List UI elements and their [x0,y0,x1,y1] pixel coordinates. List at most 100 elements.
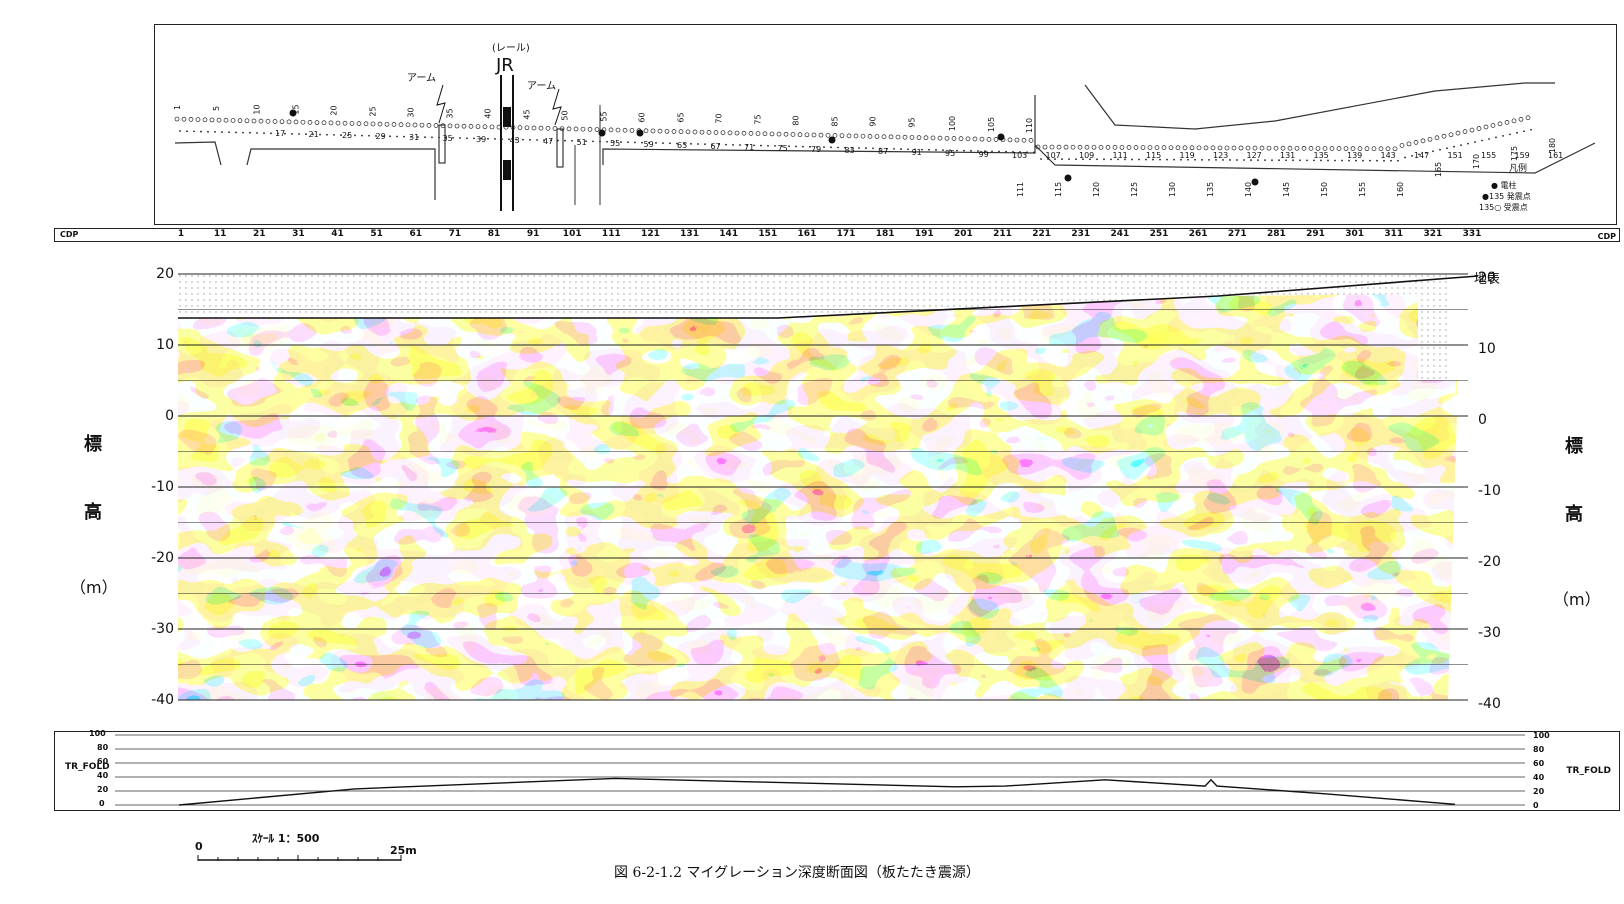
map-station-number: 95 [945,149,956,159]
axis-title-right-2: 高 [1565,504,1583,525]
map-station-number: 150 [1320,181,1330,198]
scale-end: 25m [390,844,417,857]
ground-surface-line [178,275,1479,319]
elevation-label-right: -20 [1478,554,1501,570]
map-station-number: 107 [1045,151,1061,160]
map-station-number: 35 [442,134,453,144]
map-station-number: 115 [1054,181,1064,198]
elevation-label-left: 0 [165,408,174,424]
map-station-number: 59 [643,140,654,150]
map-station-number: 131 [1280,151,1296,160]
cdp-tick-label: 301 [1345,229,1365,239]
map-station-number: 40 [483,108,493,119]
fold-tick-label-left: 80 [97,743,109,752]
fold-label-right: TR_FOLD [1566,766,1611,776]
elevation-label-left: 10 [156,337,174,353]
map-station-number: 5 [211,105,221,111]
scale-label: ｽｹｰﾙ 1：500 [252,832,320,845]
map-station-number: 25 [368,106,378,117]
map-station-number: 115 [1146,151,1162,160]
cdp-tick-label: 21 [252,229,266,239]
cdp-tick-label: 321 [1423,229,1443,239]
map-station-number: 165 [1434,161,1444,178]
axis-title-right-3: （m） [1553,590,1601,609]
cdp-tick-label: 241 [1110,229,1130,239]
fold-tick-label-left: 40 [97,771,109,780]
elevation-label-left: -30 [151,621,174,637]
cdp-tick-label: 161 [797,229,817,239]
cdp-tick-label: 41 [331,229,344,239]
map-station-number: 127 [1246,151,1262,160]
map-station-number: 161 [1548,151,1564,160]
map-station-number: 60 [637,112,647,123]
map-station-number: 29 [375,132,386,141]
cdp-tick-label: 11 [213,229,227,239]
map-station-number: 71 [744,143,755,153]
map-station-number: 103 [1012,151,1028,161]
cdp-tick-label: 71 [448,229,462,239]
cdp-tick-label: 101 [562,229,582,239]
axis-title-left-2: 高 [84,502,102,523]
map-station-number: 105 [986,116,996,132]
arm-label-right: アーム [527,81,557,92]
map-station-number: 155 [1358,181,1368,198]
fold-tick-label-right: 40 [1533,773,1545,782]
map-station-number: 99 [978,150,989,160]
cdp-tick-label: 191 [914,229,934,239]
map-station-number: 79 [811,145,822,155]
cdp-tick-label: 311 [1384,229,1404,239]
map-station-number: 95 [907,117,917,128]
cdp-tick-label: 271 [1227,229,1247,239]
map-station-number: 43 [509,136,520,146]
cdp-tick-label: 291 [1306,229,1325,239]
fold-curve [178,777,1456,806]
fold-tick-label-right: 100 [1533,731,1550,740]
map-station-number: 180 [1548,137,1558,154]
cdp-tick-label: 31 [292,229,305,239]
axis-title-right-1: 標 [1565,436,1583,457]
cdp-tick-label: 231 [1071,229,1091,239]
elevation-label-right: -40 [1478,696,1501,712]
receiver-points [174,115,1531,152]
cdp-tick-label: 121 [641,229,660,239]
map-station-number: 111 [1112,151,1128,160]
map-station-number: 170 [1472,153,1482,170]
map-station-number: 125 [1130,181,1140,198]
map-station-number: 45 [522,109,532,120]
elevation-label-right: 10 [1478,341,1496,357]
map-station-number: 39 [476,135,487,145]
map-station-number: 110 [1025,117,1035,133]
elevation-label-left: -10 [151,479,174,495]
map-station-number: 10 [252,104,262,115]
scale-start: 0 [195,840,203,853]
cdp-tick-label: 211 [993,229,1012,239]
cdp-label-right: CDP [1597,232,1616,241]
map-station-number: 83 [844,146,855,156]
map-station-number: 90 [868,116,878,127]
legend-shot: ●135 発震点 [1482,192,1531,201]
map-station-number: 17 [275,129,286,138]
map-station-number: 100 [948,115,958,132]
arm-label-left: アーム [407,73,437,84]
scale-bar [197,855,402,861]
fold-panel: TR_FOLD TR_FOLD 100 100 80 80 60 60 40 40 20 20 0 0 [54,729,1620,811]
legend-pole: ● 電柱 [1491,181,1517,190]
map-station-number: 20 [329,105,339,116]
map-station-number: 30 [406,107,416,118]
map-station-number: 63 [677,141,688,151]
map-station-number: 35 [445,108,455,119]
cdp-label-left: CDP [60,230,79,239]
map-station-number: 55 [610,139,621,149]
map-station-number: 151 [1447,151,1463,160]
map-station-number: 140 [1244,181,1254,198]
map-station-number: 111 [1016,181,1026,198]
map-station-number: 123 [1213,151,1229,160]
migration-depth-section [178,273,1479,701]
cdp-tick-label: 331 [1462,229,1482,239]
fold-tick-label-left: 0 [99,799,105,808]
elevation-grid-lines [178,273,1468,701]
map-station-number: 65 [676,112,686,123]
map-station-number: 139 [1347,151,1363,160]
cdp-tick-label: 281 [1266,229,1286,239]
figure-caption: 図 6-2-1.2 マイグレーション深度断面図（板たたき震源） [614,865,980,881]
